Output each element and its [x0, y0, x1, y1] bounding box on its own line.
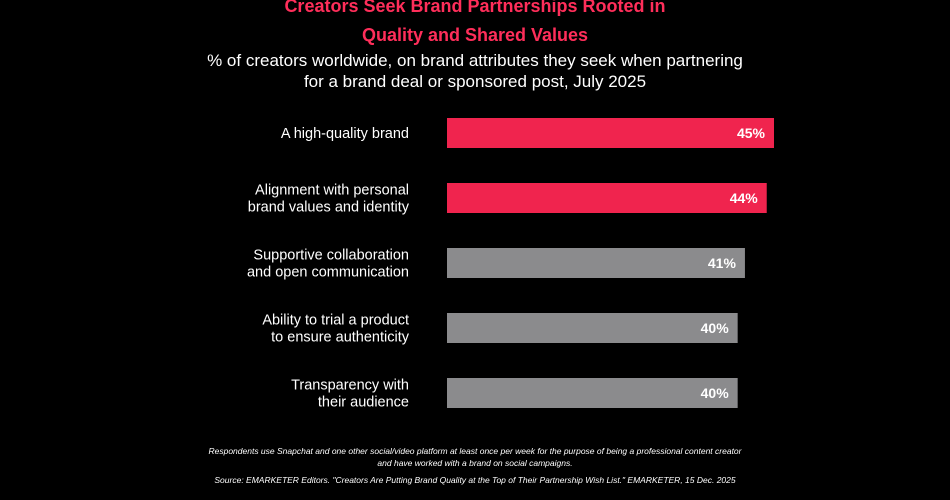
bar: [447, 248, 745, 278]
bar-value-label: 40%: [701, 385, 730, 401]
bar: [447, 378, 738, 408]
chart-subtitle-line-2: for a brand deal or sponsored post, July…: [303, 72, 647, 91]
footnote-line-1: Respondents use Snapchat and one other s…: [208, 446, 742, 456]
chart-subtitle-line-1: % of creators worldwide, on brand attrib…: [207, 51, 743, 70]
source-note: Source: EMARKETER Editors. "Creators Are…: [214, 475, 736, 485]
category-label: A high-quality brand: [281, 126, 409, 142]
chart-title: Creators Seek Brand Partnerships Rooted …: [0, 0, 950, 50]
bar-value-label: 41%: [708, 255, 737, 271]
bar: [447, 183, 767, 213]
bar-value-label: 45%: [737, 125, 766, 141]
bar: [447, 118, 774, 148]
chart-title-line-1: Creators Seek Brand Partnerships Rooted …: [284, 0, 666, 16]
bar: [447, 313, 738, 343]
bar-value-label: 44%: [730, 190, 759, 206]
bar-value-label: 40%: [701, 320, 730, 336]
category-label: Transparency with their audience: [291, 378, 409, 411]
footnote: Respondents use Snapchat and one other s…: [0, 445, 950, 469]
chart-title-line-2: Quality and Shared Values: [361, 25, 589, 45]
category-label: Supportive collaboration and open communi…: [247, 248, 409, 281]
category-label: Ability to trial a product to ensure auth…: [262, 313, 409, 346]
chart-subtitle: % of creators worldwide, on brand attrib…: [0, 50, 950, 92]
category-label: Alignment with personal brand values and …: [248, 183, 410, 216]
footnote-line-2: and have worked with a brand on social c…: [377, 458, 573, 468]
